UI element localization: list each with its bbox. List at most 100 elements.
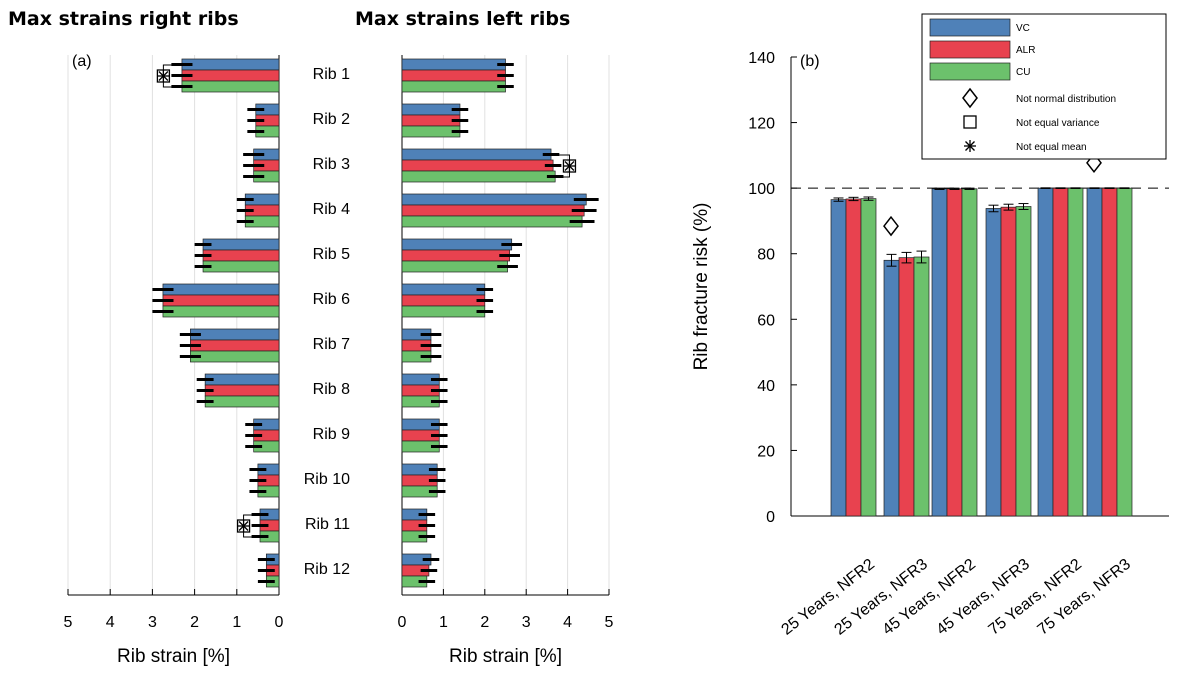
bar-25-years-nfr2-cu	[860, 198, 877, 517]
errorbar-75-years-nfr2-cu	[1070, 187, 1081, 189]
bar-rib-4-vc	[401, 193, 587, 206]
bar-rib-1-alr	[401, 69, 506, 82]
errorbar-25-years-nfr3-vc	[886, 253, 897, 267]
left-ribs-panel: 0 1 2 3 4 5 Rib strain [%]	[398, 55, 614, 667]
x-axis-label: Rib strain [%]	[117, 646, 230, 667]
x-tick-label: 4	[563, 614, 572, 631]
bar-rib-1-cu	[181, 80, 280, 93]
x-axis-label: Rib strain [%]	[449, 646, 562, 667]
bar-25-years-nfr2-alr	[845, 198, 862, 517]
bar-25-years-nfr2-vc	[830, 199, 847, 517]
x-tick-label: 3	[522, 614, 531, 631]
bar-75-years-nfr2-cu	[1067, 187, 1084, 517]
bar-75-years-nfr3-vc	[1086, 187, 1103, 517]
x-tick-label: 2	[480, 614, 489, 631]
bar-rib-4-alr	[401, 204, 585, 217]
rib-label: Rib 4	[313, 201, 350, 218]
marker-rib-1	[156, 64, 182, 88]
legend-swatch-alr	[929, 40, 1011, 59]
bar-rib-1-cu	[401, 80, 506, 93]
y-tick-label: 60	[757, 312, 775, 329]
bar-rib-7-cu	[190, 350, 280, 363]
bar-rib-6-cu	[162, 305, 280, 318]
bar-rib-3-alr	[401, 159, 554, 172]
rib-label: Rib 5	[313, 246, 350, 263]
bar-75-years-nfr3-alr	[1101, 187, 1118, 517]
bar-rib-1-vc	[181, 58, 280, 71]
bar-rib-6-vc	[401, 283, 486, 296]
legend-label-not-normal-distribution: Not normal distribution	[1016, 94, 1116, 105]
x-category-label: 25 Years, NFR2	[778, 556, 878, 639]
x-tick-label: 1	[439, 614, 448, 631]
bar-45-years-nfr2-cu	[961, 188, 978, 517]
bar-25-years-nfr3-vc	[883, 259, 900, 517]
rib-label: Rib 8	[313, 381, 350, 398]
panel-label-b: (b)	[800, 53, 820, 70]
errorbar-25-years-nfr2-cu	[863, 196, 874, 201]
marker-rib-3	[551, 154, 577, 178]
bar-rib-2-alr	[401, 114, 461, 127]
legend-box	[921, 13, 1167, 160]
bar-75-years-nfr3-cu	[1116, 187, 1133, 517]
errorbar-45-years-nfr3-alr	[1003, 203, 1014, 211]
rib-label: Rib 9	[313, 426, 350, 443]
y-axis-label: Rib fracture risk (%)	[691, 203, 712, 371]
right-ribs-panel: 5 4 3 2 1 0 Rib strain [%] Rib 1 Rib 2 Rib 3 Rib 4…	[64, 55, 350, 667]
marker-rib-11	[236, 514, 261, 538]
bar-rib-3-cu	[401, 170, 556, 183]
errorbar-45-years-nfr2-vc	[934, 187, 945, 190]
errorbar-45-years-nfr3-vc	[988, 204, 999, 213]
title-left-ribs: Max strains left ribs	[355, 8, 570, 30]
y-tick-label: 0	[766, 509, 775, 526]
bar-rib-5-vc	[202, 238, 280, 251]
bar-45-years-nfr2-vc	[931, 188, 948, 517]
bar-rib-8-alr	[204, 384, 280, 397]
bar-rib-2-vc	[401, 103, 461, 116]
legend-label-not-equal-mean: Not equal mean	[1016, 142, 1087, 153]
legend-not-equal-mean-star-marker	[964, 140, 976, 152]
y-tick-label: 140	[748, 50, 775, 67]
sig-rib-1-star-marker	[157, 70, 170, 82]
fracture-risk-panel: 0 20 40 60 80 100 120 140 Rib fracture risk (%) 2…	[691, 13, 1169, 639]
errorbar-75-years-nfr3-alr	[1104, 187, 1115, 189]
legend-swatch-vc	[929, 18, 1011, 37]
legend-label-not-equal-variance: Not equal variance	[1016, 118, 1100, 129]
rib-label: Rib 1	[313, 66, 350, 83]
bar-25-years-nfr3-cu	[913, 256, 930, 517]
bar-rib-5-vc	[401, 238, 513, 251]
errorbar-75-years-nfr3-vc	[1089, 187, 1100, 189]
bar-rib-5-cu	[401, 260, 508, 273]
bar-rib-5-alr	[401, 249, 510, 262]
bar-45-years-nfr3-alr	[1000, 206, 1017, 517]
legend-not-normal-distribution-diamond-marker	[962, 87, 978, 109]
bar-rib-1-alr	[181, 69, 280, 82]
bar-45-years-nfr3-cu	[1015, 206, 1032, 517]
y-tick-label: 20	[757, 443, 775, 460]
x-tick-label: 2	[190, 614, 199, 631]
errorbar-45-years-nfr3-cu	[1018, 203, 1029, 210]
bar-rib-2-cu	[401, 125, 461, 138]
y-tick-label: 100	[748, 181, 775, 198]
errorbar-45-years-nfr2-cu	[964, 187, 975, 190]
bar-rib-4-cu	[401, 215, 583, 228]
bar-rib-5-alr	[202, 249, 280, 262]
legend-swatch-cu	[929, 62, 1011, 81]
bar-rib-6-cu	[401, 305, 486, 318]
panel-label-a: (a)	[72, 53, 92, 70]
bar-rib-8-vc	[204, 373, 280, 386]
bar-rib-6-alr	[401, 294, 486, 307]
sig-25-years-nfr3-diamond-marker	[883, 215, 899, 237]
bar-45-years-nfr2-alr	[946, 188, 963, 517]
x-category-label: 45 Years, NFR3	[933, 556, 1033, 639]
bar-rib-3-vc	[401, 148, 552, 161]
legend-label-vc: VC	[1016, 23, 1030, 34]
rib-label: Rib 3	[313, 156, 350, 173]
rib-label: Rib 11	[305, 516, 350, 533]
bar-rib-8-cu	[204, 395, 280, 408]
bar-75-years-nfr2-alr	[1052, 187, 1069, 517]
errorbar-75-years-nfr2-vc	[1040, 187, 1051, 189]
sig-rib-3-star-marker	[563, 160, 576, 172]
errorbar-25-years-nfr3-cu	[916, 250, 927, 264]
legend-label-cu: CU	[1016, 67, 1030, 78]
